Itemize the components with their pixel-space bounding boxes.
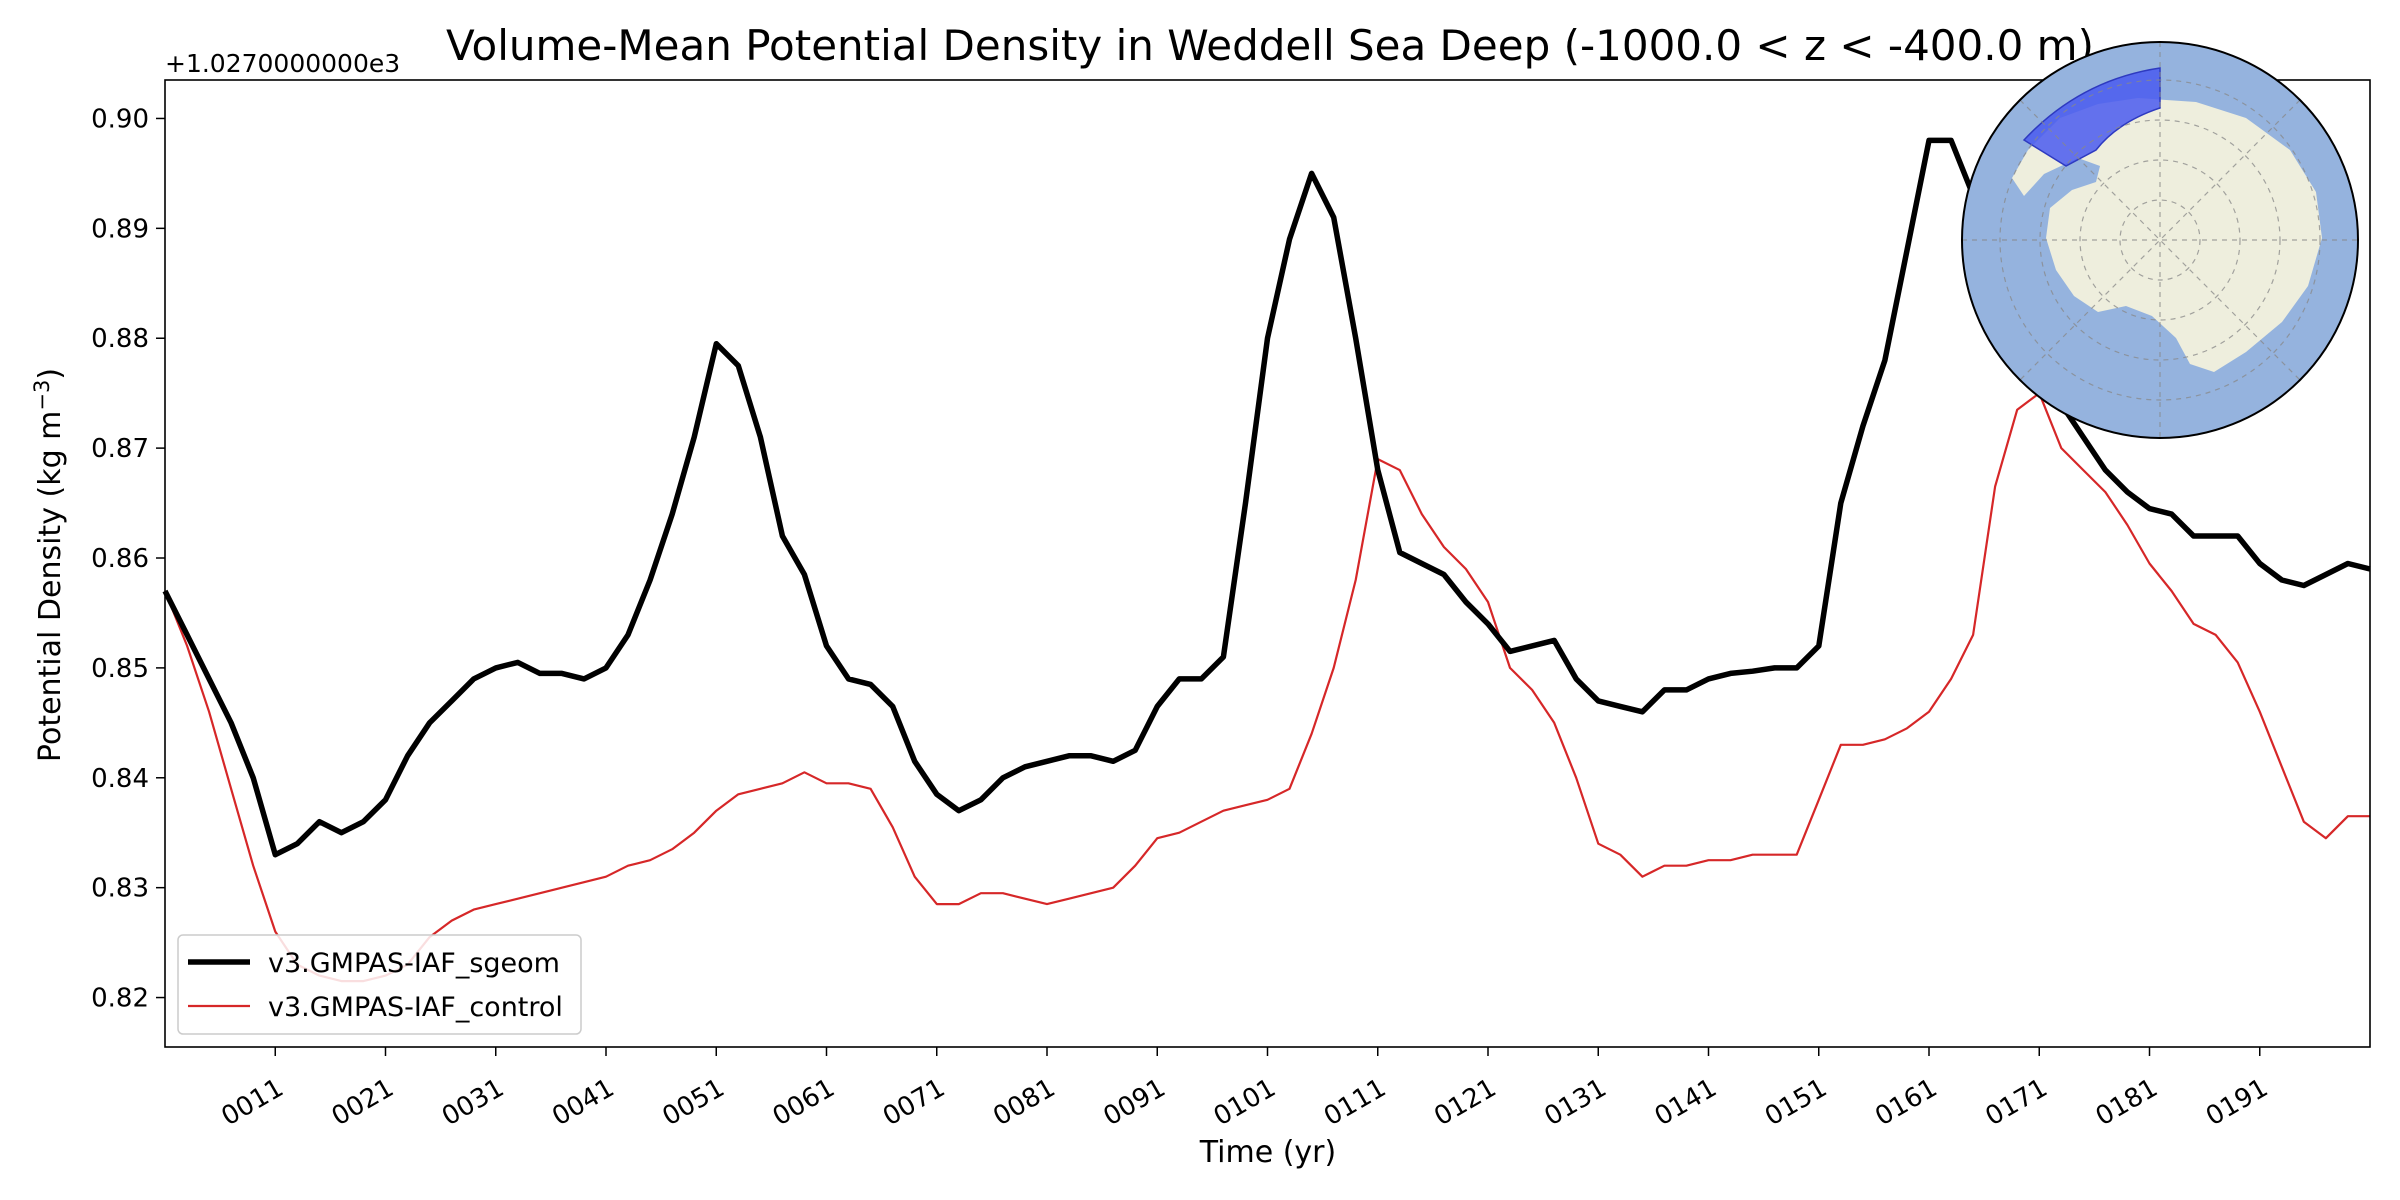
legend-label-sgeom: v3.GMPAS-IAF_sgeom	[268, 948, 560, 979]
axes-frame	[164, 79, 2371, 1048]
x-axis-label: Time (yr)	[1199, 1135, 1336, 1170]
inset-map	[1961, 41, 2359, 439]
y-tick-label: 0.86	[91, 544, 149, 574]
y-axis-label-tail: )	[33, 368, 68, 380]
series-line-control	[163, 392, 2370, 983]
chart-title: Volume-Mean Potential Density in Weddell…	[446, 21, 2094, 70]
y-axis-label: Potential Density (kg m−3)	[30, 368, 68, 762]
map-gridlines	[1962, 42, 2358, 438]
y-tick-label: 0.82	[91, 984, 149, 1014]
legend-box	[177, 934, 582, 1035]
y-tick-label: 0.83	[91, 874, 149, 904]
legend: v3.GMPAS-IAF_sgeom v3.GMPAS-IAF_control	[177, 934, 582, 1035]
y-tick-label: 0.87	[91, 434, 149, 464]
weddell-sea-region	[2022, 67, 2161, 167]
y-tick-label: 0.89	[91, 214, 149, 244]
legend-label-control: v3.GMPAS-IAF_control	[268, 992, 563, 1023]
y-axis-label-exponent: −3	[30, 380, 54, 411]
y-tick-label: 0.84	[91, 764, 149, 794]
antarctica-land	[2012, 98, 2322, 372]
y-axis-label-main: Potential Density (kg m	[33, 411, 68, 762]
y-axis-offset-label: +1.0270000000e3	[165, 49, 400, 78]
map-border	[1961, 41, 2359, 439]
y-axis-ticks: 0.82 0.83 0.84 0.85 0.86 0.87 0.88 0.89 0.90	[91, 104, 165, 1014]
y-tick-label: 0.88	[91, 324, 149, 354]
y-tick-label: 0.90	[91, 104, 149, 134]
y-tick-label: 0.85	[91, 654, 149, 684]
